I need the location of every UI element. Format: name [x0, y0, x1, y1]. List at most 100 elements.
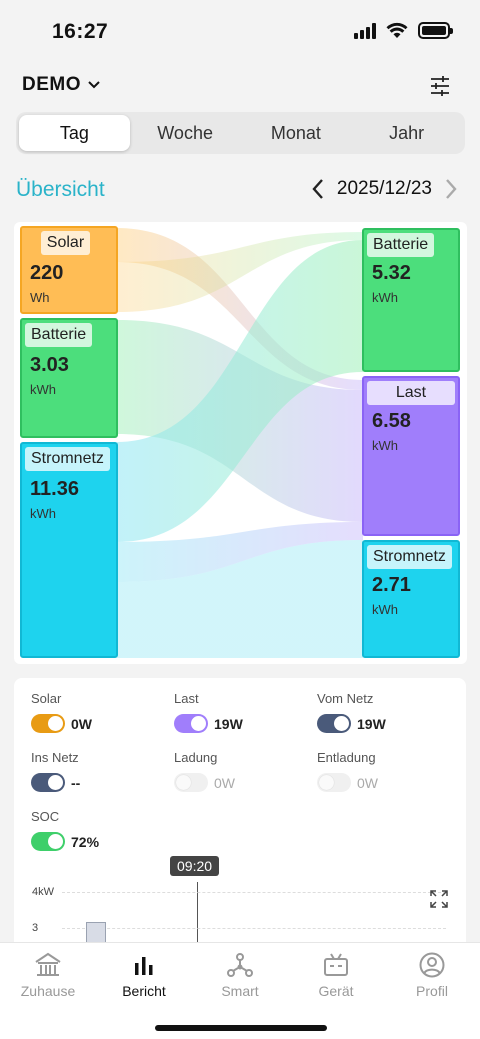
power-vom-netz: Vom Netz 19W [317, 691, 386, 733]
node-unit: kWh [372, 290, 398, 305]
node-label: Stromnetz [367, 545, 452, 569]
power-ins-netz: Ins Netz -- [31, 750, 80, 792]
y-tick-label: 3 [32, 922, 39, 934]
target-node-last[interactable]: Last 6.58 kWh [362, 376, 460, 536]
last-toggle[interactable] [174, 714, 208, 733]
power-label: Entladung [317, 750, 376, 765]
solar-toggle[interactable] [31, 714, 65, 733]
y-tick-label: 4kW [32, 886, 54, 898]
node-label: Stromnetz [25, 447, 110, 471]
battery-icon [418, 22, 453, 39]
power-label: Last [174, 691, 199, 706]
source-node-battery[interactable]: Batterie 3.03 kWh [20, 318, 118, 438]
bar-chart-icon [135, 957, 153, 975]
power-label: SOC [31, 809, 60, 824]
power-ladung: Ladung 0W [174, 750, 235, 792]
node-unit: kWh [372, 438, 398, 453]
node-label: Batterie [367, 233, 435, 257]
node-value: 5.32 [372, 262, 411, 284]
tab-woche[interactable]: Woche [157, 122, 213, 143]
node-label: Last [367, 381, 455, 405]
chevron-right-icon[interactable] [444, 178, 458, 200]
tab-monat[interactable]: Monat [270, 122, 321, 143]
device-icon [324, 953, 348, 976]
smart-icon [227, 953, 253, 977]
power-label: Solar [31, 691, 62, 706]
flow-solar-battery [117, 232, 363, 312]
ins-netz-toggle[interactable] [31, 773, 65, 792]
filter-settings-icon[interactable] [428, 74, 452, 98]
header: DEMO [0, 62, 480, 110]
node-value: 6.58 [372, 410, 411, 432]
ladung-toggle[interactable] [174, 773, 208, 792]
overview-title: Übersicht [16, 178, 105, 201]
nav-zuhause[interactable]: Zuhause [0, 951, 96, 999]
power-value: 0W [214, 774, 235, 791]
flow-grid-grid [117, 540, 363, 658]
node-unit: kWh [30, 382, 56, 397]
nav-profil[interactable]: Profil [384, 951, 480, 999]
entladung-toggle[interactable] [317, 773, 351, 792]
power-soc: SOC 72% [31, 809, 99, 851]
current-date[interactable]: 2025/12/23 [336, 178, 432, 199]
node-value: 11.36 [30, 478, 79, 500]
node-label: Solar [40, 231, 91, 255]
home-icon [35, 952, 61, 976]
node-value: 3.03 [30, 354, 69, 376]
sankey-flows [117, 228, 363, 658]
profile-icon [419, 952, 445, 978]
wifi-icon [386, 22, 408, 38]
power-value: 0W [71, 715, 92, 732]
power-value: 19W [357, 715, 386, 732]
chevron-down-icon [88, 81, 100, 89]
power-value: 19W [214, 715, 243, 732]
cursor-time-tag: 09:20 [170, 856, 220, 876]
power-last: Last 19W [174, 691, 243, 733]
soc-toggle[interactable] [31, 832, 65, 851]
fullscreen-icon[interactable] [430, 890, 448, 908]
site-selector[interactable]: DEMO [22, 74, 101, 96]
power-label: Ladung [174, 750, 218, 765]
cellular-signal-icon [354, 22, 376, 39]
nav-smart[interactable]: Smart [192, 951, 288, 999]
power-entladung: Entladung 0W [317, 750, 378, 792]
nav-label: Zuhause [20, 983, 76, 999]
nav-geraet[interactable]: Gerät [288, 951, 384, 999]
tab-tag[interactable]: Tag [19, 115, 130, 151]
node-value: 220 [30, 262, 64, 284]
node-value: 2.71 [372, 574, 411, 596]
chart-cursor-line[interactable] [197, 882, 198, 972]
period-tabs: Tag Woche Monat Jahr [16, 112, 465, 154]
status-icons [354, 22, 453, 39]
target-node-grid[interactable]: Stromnetz 2.71 kWh [362, 540, 460, 658]
energy-flow-sankey: Solar 220 Wh Batterie 3.03 kWh Stromnetz… [14, 222, 467, 664]
node-unit: kWh [30, 506, 56, 521]
power-solar: Solar 0W [31, 691, 92, 733]
node-unit: kWh [372, 602, 398, 617]
home-indicator [155, 1025, 327, 1031]
source-node-solar[interactable]: Solar 220 Wh [20, 226, 118, 314]
date-navigator: 2025/12/23 [311, 178, 458, 200]
chevron-left-icon[interactable] [311, 178, 325, 200]
gridline [62, 928, 446, 929]
nav-label: Gerät [318, 983, 354, 999]
status-time: 16:27 [52, 20, 109, 43]
power-value: -- [71, 774, 81, 791]
source-node-grid[interactable]: Stromnetz 11.36 kWh [20, 442, 118, 658]
bottom-navigation: Zuhause Bericht Smart Gerät [0, 942, 480, 1039]
vom-netz-toggle[interactable] [317, 714, 351, 733]
nav-bericht[interactable]: Bericht [96, 951, 192, 999]
node-unit: Wh [30, 290, 50, 305]
power-panel: Solar 0W Last 19W Vom Netz 19W Ins Netz … [14, 678, 466, 978]
nav-label: Profil [416, 983, 448, 999]
node-label: Batterie [25, 323, 93, 347]
power-value: 72% [71, 833, 100, 850]
gridline [62, 892, 446, 893]
flow-grid-battery [117, 240, 363, 542]
tab-jahr[interactable]: Jahr [389, 122, 425, 143]
flow-grid-last [117, 522, 363, 582]
nav-label: Bericht [122, 983, 166, 999]
target-node-battery[interactable]: Batterie 5.32 kWh [362, 228, 460, 372]
status-bar: 16:27 [0, 0, 480, 62]
power-value: 0W [357, 774, 378, 791]
